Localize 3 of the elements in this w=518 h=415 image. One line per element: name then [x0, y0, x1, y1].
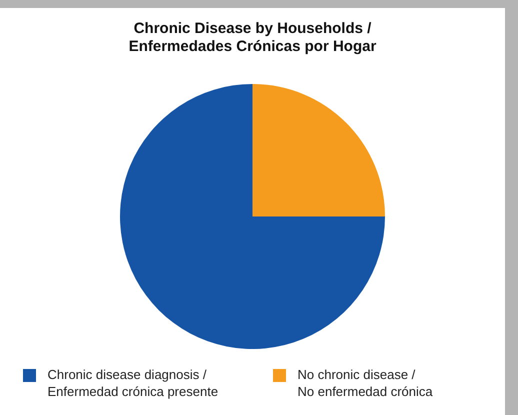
chart-title: Chronic Disease by Households / Enfermedades Crónicas por Hogar — [128, 20, 376, 56]
legend-label: Chronic disease diagnosis / Enfermedad crónica presente — [48, 366, 218, 400]
legend-label: No chronic disease / No enfermedad crónica — [298, 366, 433, 400]
